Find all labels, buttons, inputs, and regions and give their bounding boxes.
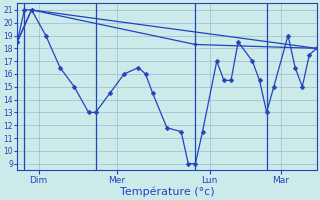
- X-axis label: Température (°c): Température (°c): [120, 186, 214, 197]
